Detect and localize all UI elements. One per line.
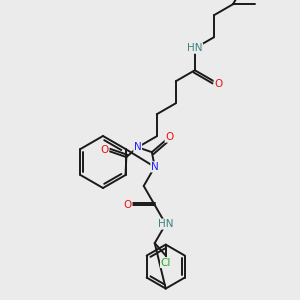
Text: O: O: [124, 200, 132, 210]
Text: Cl: Cl: [160, 258, 171, 268]
Text: O: O: [165, 132, 173, 142]
Text: N: N: [134, 142, 142, 152]
Text: O: O: [214, 79, 222, 89]
Text: HN: HN: [187, 43, 202, 53]
Text: HN: HN: [158, 219, 173, 229]
Text: O: O: [100, 145, 109, 154]
Text: N: N: [151, 162, 159, 172]
